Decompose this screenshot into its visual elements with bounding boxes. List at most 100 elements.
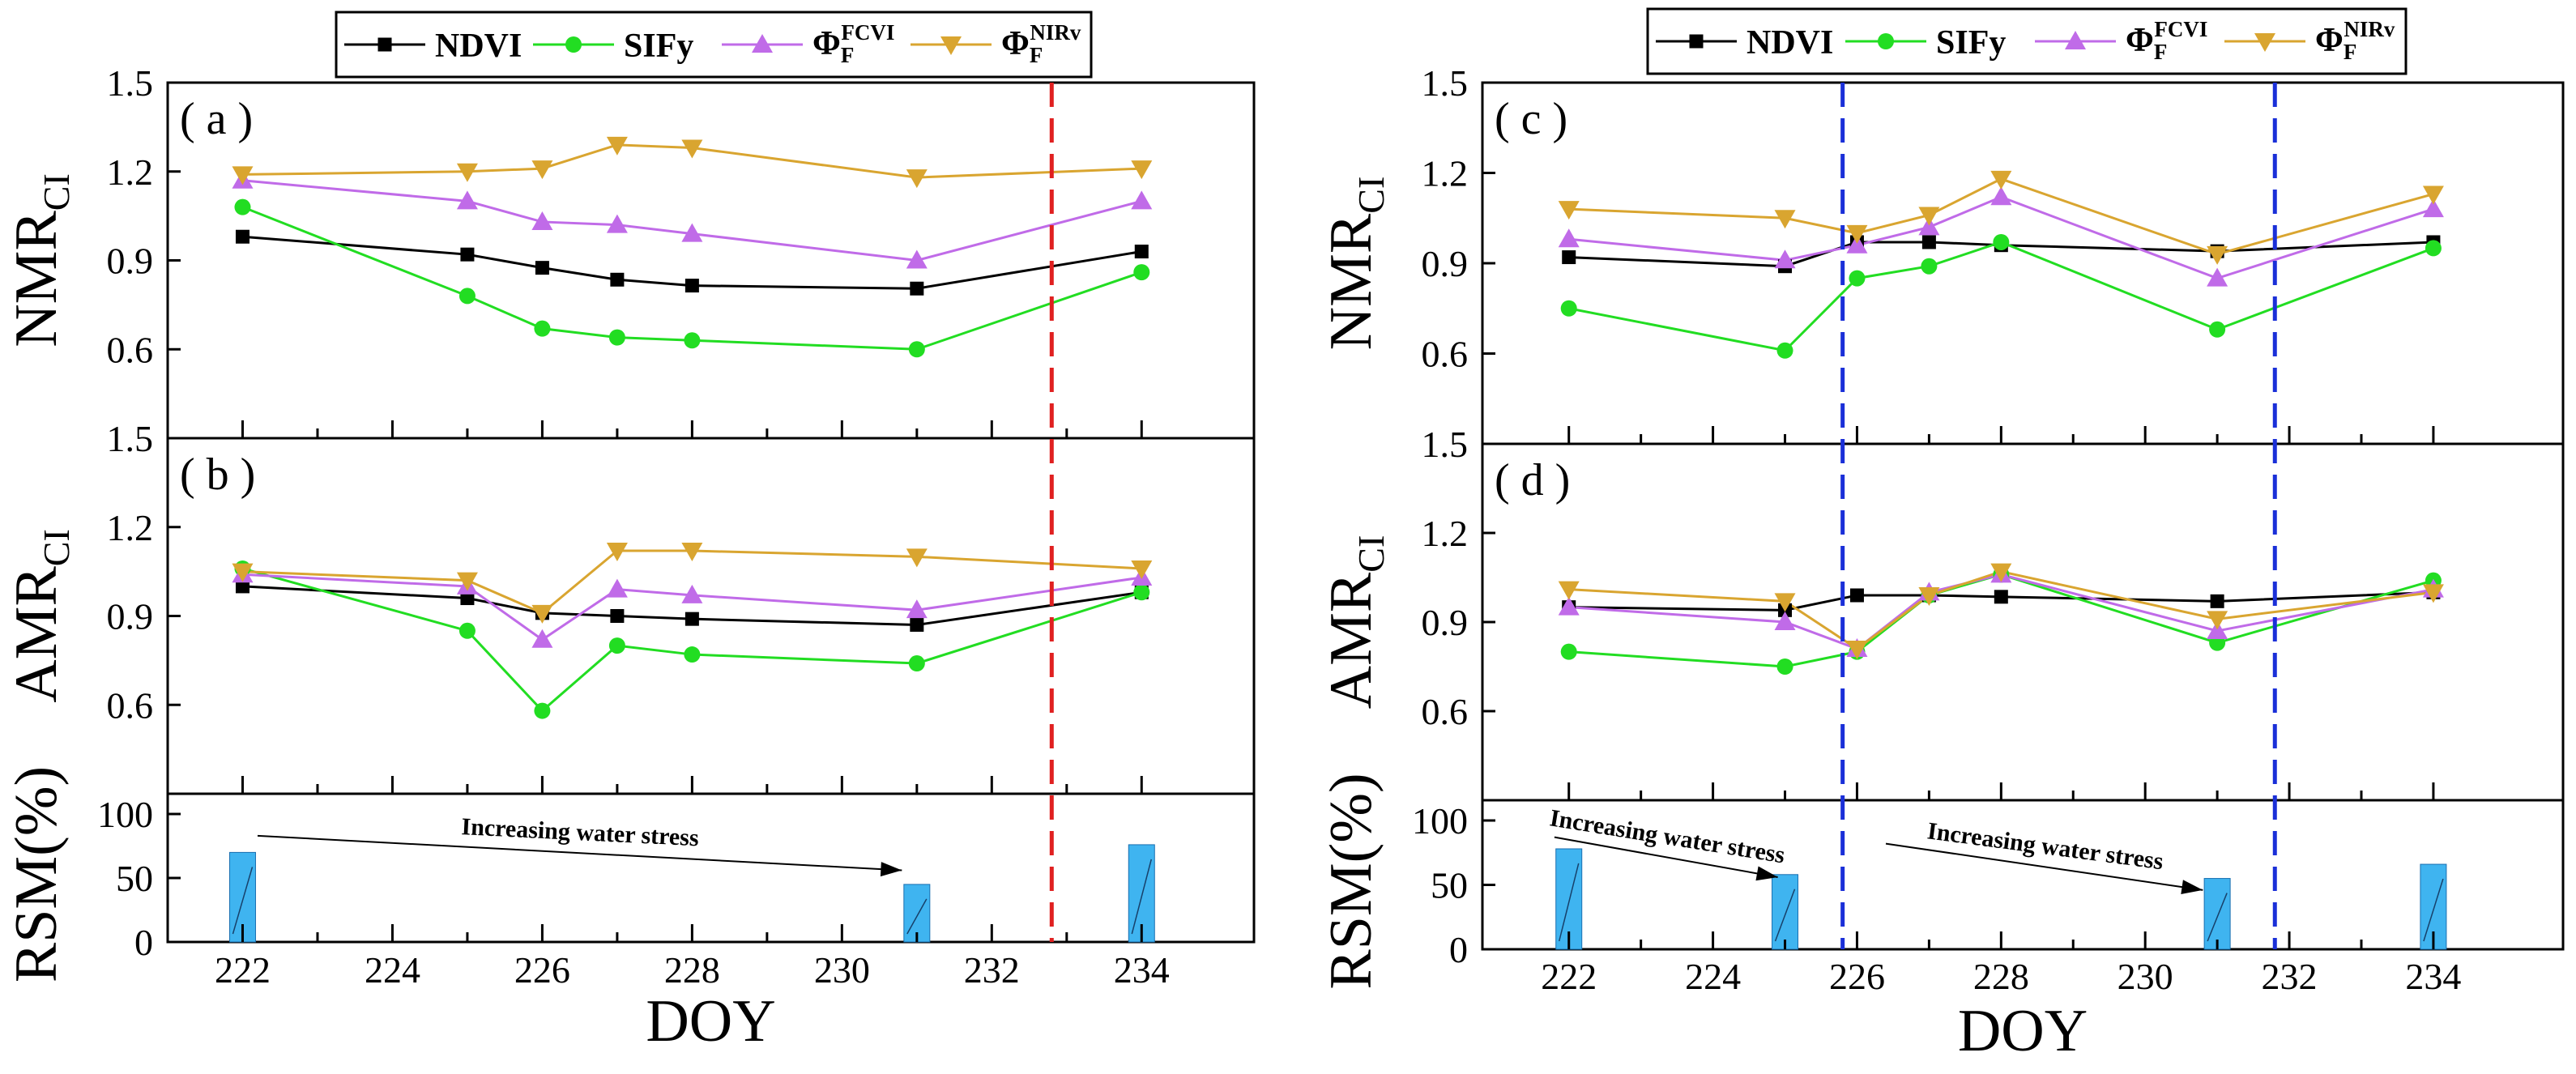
data-point — [2207, 620, 2228, 639]
data-point — [534, 702, 551, 719]
data-point — [606, 136, 628, 156]
legend-label-3: ΦFNIRv — [2315, 17, 2395, 64]
stress-arrowhead — [2181, 880, 2203, 895]
legend-marker-1 — [565, 36, 582, 53]
data-point — [456, 572, 478, 591]
panel-0: 0.6 0.9 1.2 1.5 ( c ) NMRCI — [1318, 62, 2565, 445]
data-point — [531, 604, 553, 624]
data-point — [1994, 590, 2008, 604]
series-line-2 — [1568, 573, 2434, 650]
series-line-1 — [1568, 573, 2434, 668]
data-point — [1776, 658, 1793, 675]
data-point — [2209, 321, 2226, 338]
x-tick-label: 226 — [1829, 956, 1885, 997]
y-tick-label: 0.9 — [107, 241, 154, 282]
y-tick-label: 0.9 — [1422, 243, 1469, 284]
legend-label-3: ΦFNIRv — [1001, 20, 1081, 67]
rsm-y-axis-label: RSM(%) — [3, 766, 70, 982]
data-point — [1558, 201, 1580, 220]
data-point — [1990, 563, 2012, 582]
y-tick-label: 0.9 — [1422, 602, 1469, 643]
legend-marker-0 — [1689, 34, 1704, 49]
legend: NDVI SIFy ΦFFCVI ΦFNIRv — [1646, 7, 2408, 75]
data-point — [2207, 267, 2228, 287]
data-point — [608, 637, 625, 654]
rsm-y-axis-label: RSM(%) — [1318, 773, 1384, 989]
data-point — [1849, 270, 1866, 287]
x-tick-label: 224 — [365, 949, 420, 991]
y-axis-label: AMRCI — [1318, 535, 1392, 710]
y-tick-label: 0.6 — [1422, 334, 1469, 375]
data-point — [681, 584, 703, 603]
y-tick-label: 1.2 — [1422, 153, 1469, 194]
data-point — [456, 190, 478, 210]
rsm-y-tick-label: 0 — [134, 922, 153, 963]
panel-0: 0.6 0.9 1.2 1.5 ( a ) NMRCI — [3, 62, 1256, 440]
data-point — [681, 223, 703, 242]
stress-arrow — [1554, 836, 1778, 878]
data-point — [2422, 584, 2444, 603]
data-point — [606, 543, 628, 562]
x-tick-label: 222 — [215, 949, 271, 991]
data-point — [1131, 560, 1153, 579]
legend-marker-2 — [2065, 31, 2086, 49]
data-point — [1134, 245, 1149, 259]
rsm-bar-hatch — [2423, 878, 2444, 942]
y-tick-label: 0.9 — [107, 596, 154, 637]
data-point — [2210, 594, 2224, 608]
data-point — [1560, 643, 1577, 660]
data-point — [458, 622, 476, 639]
x-tick-label: 226 — [514, 949, 570, 991]
data-point — [460, 591, 475, 606]
x-tick-label: 224 — [1685, 956, 1741, 997]
stress-arrowhead — [1755, 866, 1778, 881]
data-point — [1558, 228, 1580, 248]
panel-frame — [1481, 81, 2565, 445]
data-point — [1846, 234, 1868, 254]
x-tick-label: 222 — [1541, 956, 1597, 997]
data-point — [1774, 249, 1796, 269]
data-point — [1560, 300, 1577, 317]
y-tick-label: 1.5 — [107, 62, 154, 104]
y-tick-label: 1.2 — [107, 507, 154, 548]
rsm-y-tick-label: 50 — [116, 858, 153, 899]
y-axis-label: AMRCI — [3, 529, 77, 703]
stress-arrowhead — [880, 862, 902, 877]
data-point — [681, 543, 703, 562]
legend-label-0: NDVI — [435, 28, 522, 65]
legend-label-2: ΦFFCVI — [2126, 17, 2207, 64]
data-point — [531, 629, 553, 648]
data-point — [2422, 185, 2444, 205]
panel-label: ( c ) — [1495, 94, 1567, 144]
data-point — [684, 332, 701, 349]
data-point — [684, 646, 701, 663]
data-point — [534, 320, 551, 337]
data-point — [1774, 593, 1796, 612]
legend-marker-1 — [1878, 33, 1894, 49]
data-point — [235, 229, 249, 244]
rsm-frame — [166, 792, 1256, 944]
series-line-1 — [1568, 241, 2434, 352]
data-point — [1558, 596, 1580, 616]
data-point — [610, 609, 625, 623]
data-point — [1562, 250, 1576, 265]
y-tick-label: 1.5 — [107, 418, 154, 459]
data-point — [610, 272, 625, 287]
data-point — [235, 579, 249, 594]
y-tick-label: 0.6 — [107, 329, 154, 370]
rsm-y-tick-label: 100 — [1412, 800, 1468, 842]
x-tick-label: 228 — [664, 949, 720, 991]
data-point — [232, 166, 254, 185]
rsm-bar-hatch — [1131, 859, 1153, 935]
x-tick-label: 230 — [2118, 956, 2173, 997]
data-point — [908, 655, 925, 672]
data-point — [906, 548, 928, 568]
data-point — [2422, 198, 2444, 218]
data-point — [910, 281, 924, 296]
data-point — [535, 261, 549, 275]
legend-marker-3 — [940, 36, 962, 55]
data-point — [685, 279, 699, 293]
data-point — [1846, 641, 1868, 659]
data-point — [1774, 210, 1796, 229]
